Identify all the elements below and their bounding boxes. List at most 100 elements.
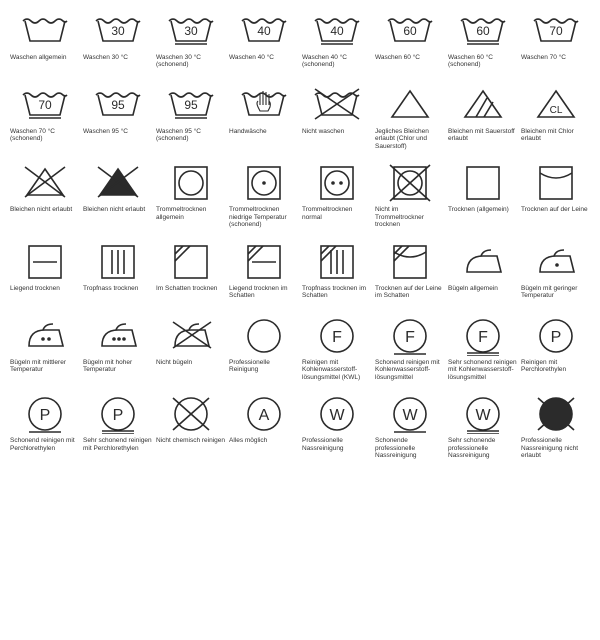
square-circle-icon — [163, 164, 219, 202]
wash-icon: 30 — [90, 12, 146, 50]
symbol-label: Alles möglich — [229, 437, 298, 455]
symbol-cell: 95Waschen 95 °C — [83, 86, 152, 150]
symbol-label: Waschen 60 °C — [375, 54, 444, 72]
symbol-label: Bügeln allgemein — [448, 285, 517, 303]
circle-letter-bar2-icon: P — [90, 395, 146, 433]
symbol-label: Liegend trocknen — [10, 285, 79, 303]
circle-letter-bar1-icon: W — [382, 395, 438, 433]
symbol-cell: Tropfnass trocknen im Schatten — [302, 243, 371, 303]
symbol-cell: FSehr schonend reinigen mit Kohlenwasser… — [448, 317, 517, 381]
symbol-label: Schonend reinigen mit Kohlenwasserstoff-… — [375, 359, 444, 381]
square-circle-1dot-icon — [236, 164, 292, 202]
symbol-label: Waschen 95 °C (schonend) — [156, 128, 225, 146]
circle-no-icon — [163, 395, 219, 433]
svg-text:P: P — [112, 407, 123, 424]
symbol-label: Professionelle Reinigung — [229, 359, 298, 377]
symbol-cell: WSchonende professionelle Nassreinigung — [375, 395, 444, 459]
square-h1-icon — [17, 243, 73, 281]
symbol-label: Bleichen nicht erlaubt — [83, 206, 152, 224]
square-v3-icon — [90, 243, 146, 281]
symbol-cell: Trocknen auf der Leine — [521, 164, 590, 228]
symbol-cell: 60 Waschen 60 °C — [375, 12, 444, 72]
symbol-label: Sehr schonende professionelle Nassreinig… — [448, 437, 517, 459]
symbol-label: Handwäsche — [229, 128, 298, 146]
svg-text:95: 95 — [111, 98, 125, 112]
square-curve-icon — [528, 164, 584, 202]
svg-text:W: W — [475, 407, 491, 424]
symbol-label: Sehr schonend reinigen mit Kohlenwassers… — [448, 359, 517, 381]
symbol-cell: Liegend trocknen — [10, 243, 79, 303]
square-shade-h1-icon — [236, 243, 292, 281]
wash-icon: 95 — [90, 86, 146, 124]
symbol-cell: Bügeln mit geringer Temperatur — [521, 243, 590, 303]
symbol-label: Im Schatten trocknen — [156, 285, 225, 303]
symbol-label: Tropfnass trocknen im Schatten — [302, 285, 371, 303]
wash-icon: 60 — [382, 12, 438, 50]
symbol-label: Jegliches Bleichen erlaubt (Chlor und Sa… — [375, 128, 444, 150]
svg-text:30: 30 — [184, 24, 198, 38]
symbol-label: Schonend reinigen mit Perchlorethylen — [10, 437, 79, 455]
symbol-label: Waschen 40 °C — [229, 54, 298, 72]
symbol-cell: Waschen allgemein — [10, 12, 79, 72]
svg-text:A: A — [258, 407, 269, 424]
iron-no-icon — [163, 317, 219, 355]
symbol-cell: P Schonend reinigen mit Perchlorethylen — [10, 395, 79, 459]
iron-2dot-icon — [17, 317, 73, 355]
square-circle-2dot-icon — [309, 164, 365, 202]
iron-1dot-icon — [528, 243, 584, 281]
symbol-label: Nicht chemisch reinigen — [156, 437, 225, 455]
triangle-stripes-icon — [455, 86, 511, 124]
iron-icon — [455, 243, 511, 281]
svg-text:F: F — [332, 329, 342, 346]
symbol-label: Bügeln mit geringer Temperatur — [521, 285, 590, 303]
symbol-label: Nicht bügeln — [156, 359, 225, 377]
wash-icon: 40 — [236, 12, 292, 50]
symbol-cell: 60 Waschen 60 °C (schonend) — [448, 12, 517, 72]
symbol-label: Waschen allgemein — [10, 54, 79, 72]
symbol-cell: 40 Waschen 40 °C — [229, 12, 298, 72]
triangle-no-icon — [17, 164, 73, 202]
symbol-cell: 70Waschen 70 °C — [521, 12, 590, 72]
symbol-cell: Professionelle Nassreinigung nicht erlau… — [521, 395, 590, 459]
square-shade-icon — [163, 243, 219, 281]
svg-text:P: P — [39, 407, 50, 424]
svg-text:F: F — [405, 329, 415, 346]
symbol-label: Reinigen mit Perchlorethylen — [521, 359, 590, 377]
symbol-cell: Trommeltrocknen allgemein — [156, 164, 225, 228]
symbol-cell: Trommeltrocknen niedrige Temperatur (sch… — [229, 164, 298, 228]
svg-text:W: W — [402, 407, 418, 424]
symbol-label: Trommeltrocknen normal — [302, 206, 371, 224]
symbol-cell: 30Waschen 30 °C (schonend) — [156, 12, 225, 72]
svg-text:60: 60 — [476, 24, 490, 38]
circle-letter-icon: P — [528, 317, 584, 355]
symbol-label: Nicht waschen — [302, 128, 371, 146]
symbol-cell: Nicht im Trommeltrockner trocknen — [375, 164, 444, 228]
symbol-cell: P Reinigen mit Perchlorethylen — [521, 317, 590, 381]
symbol-label: Bleichen mit Chlor erlaubt — [521, 128, 590, 146]
symbol-cell: CLBleichen mit Chlor erlaubt — [521, 86, 590, 150]
symbol-cell: Trocknen auf der Leine im Schatten — [375, 243, 444, 303]
symbol-label: Reinigen mit Kohlenwasserstoff-lösungsmi… — [302, 359, 371, 381]
triangle-icon — [382, 86, 438, 124]
wash-no-icon — [309, 86, 365, 124]
svg-text:70: 70 — [38, 98, 52, 112]
symbol-cell: Bleichen nicht erlaubt — [10, 164, 79, 228]
circle-letter-bar2-icon: W — [455, 395, 511, 433]
circle-letter-bar1-icon: P — [17, 395, 73, 433]
wash-gentle-icon: 30 — [163, 12, 219, 50]
symbol-cell: Tropfnass trocknen — [83, 243, 152, 303]
symbol-label: Waschen 60 °C (schonend) — [448, 54, 517, 72]
wash-icon — [17, 12, 73, 50]
symbol-cell: Bleichen nicht erlaubt — [83, 164, 152, 228]
symbol-cell: Bügeln mit mittlerer Temperatur — [10, 317, 79, 381]
symbol-cell: F Schonend reinigen mit Kohlenwasserstoff… — [375, 317, 444, 381]
svg-text:40: 40 — [257, 24, 271, 38]
wash-gentle-icon: 95 — [163, 86, 219, 124]
symbol-label: Bügeln mit hoher Temperatur — [83, 359, 152, 377]
iron-3dot-icon — [90, 317, 146, 355]
symbol-cell: 70Waschen 70 °C (schonend) — [10, 86, 79, 150]
wash-gentle-icon: 60 — [455, 12, 511, 50]
symbol-cell: 95 Waschen 95 °C (schonend) — [156, 86, 225, 150]
svg-text:60: 60 — [403, 24, 417, 38]
square-shade-v3-icon — [309, 243, 365, 281]
